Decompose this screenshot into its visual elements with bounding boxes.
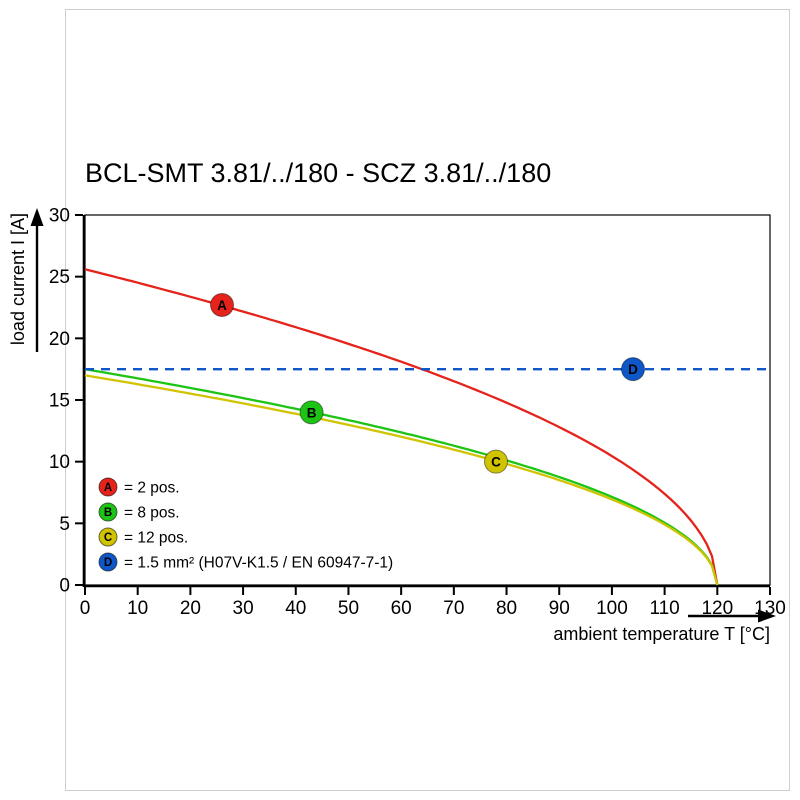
legend-label-D: = 1.5 mm² (H07V-K1.5 / EN 60947-7-1) [124,555,393,572]
y-axis-arrow-head [30,208,44,226]
curve-B [84,368,719,586]
legend-label-A: = 2 pos. [124,480,180,497]
legend-label-C: = 12 pos. [124,530,188,547]
marker-letter-C: C [491,455,501,470]
marker-C [484,449,508,474]
x-tick-label: 70 [443,598,464,619]
x-tick-label: 110 [649,598,679,619]
marker-letter-A: A [217,298,227,313]
legend-label-B: = 8 pos. [124,505,180,522]
page-frame [65,9,790,791]
y-tick-label: 20 [49,329,70,350]
legend-letter-C: C [104,532,112,544]
curve-C [84,374,719,586]
x-tick-label: 80 [496,598,517,619]
x-tick-label: 60 [391,598,412,619]
marker-letter-B: B [307,405,317,420]
x-tick-label: 20 [180,598,201,619]
legend-swatch-D [98,552,118,572]
legend-swatch-B [98,502,118,522]
legend-letter-D: D [104,557,112,569]
x-tick-label: 100 [596,598,628,619]
y-tick-label: 30 [49,206,70,227]
y-tick-label: 10 [49,452,70,473]
x-tick-label: 10 [127,598,148,619]
curve-A [84,268,719,586]
y-tick-label: 15 [49,391,70,412]
x-axis-arrow-head [758,609,776,623]
legend-swatch-C [98,527,118,547]
marker-B [299,400,324,425]
x-tick-label: 30 [233,598,254,619]
x-tick-label: 120 [701,598,733,619]
x-tick-label: 50 [338,598,359,619]
x-axis-label: ambient temperature T [°C] [553,624,770,644]
legend-letter-B: B [104,507,112,519]
x-tick-label: 90 [549,598,570,619]
marker-A [210,293,234,318]
y-tick-label: 0 [59,576,70,597]
x-tick-label: 40 [285,598,306,619]
y-tick-label: 25 [49,267,70,288]
y-tick-label: 5 [59,514,70,535]
x-tick-label: 0 [80,598,91,619]
marker-letter-D: D [628,362,638,377]
legend-swatch-A [98,477,118,497]
legend-letter-A: A [104,482,112,494]
marker-D [621,357,645,382]
chart-title: BCL-SMT 3.81/../180 - SCZ 3.81/../180 [85,158,552,188]
